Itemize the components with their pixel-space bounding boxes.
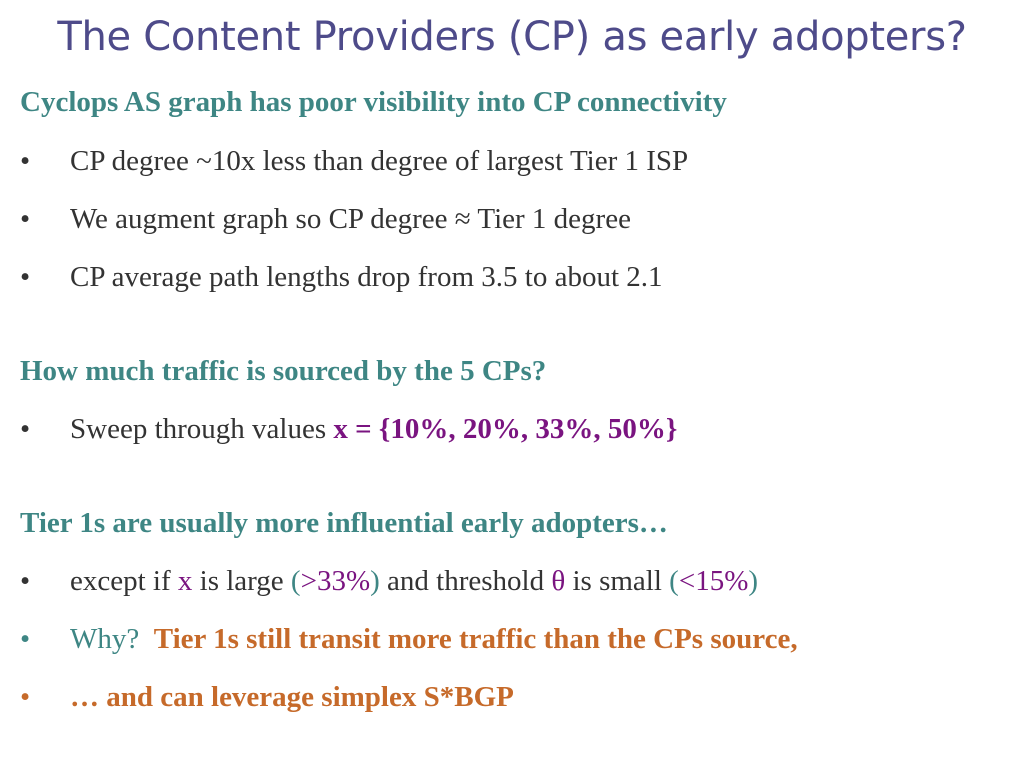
sweep-values: x = {10%, 20%, 33%, 50%} bbox=[333, 413, 678, 445]
why-label: Why? bbox=[70, 623, 154, 655]
bullet-text: CP average path lengths drop from 3.5 to… bbox=[70, 261, 663, 293]
sweep-label: Sweep through values bbox=[70, 413, 334, 445]
theta-threshold-value: <15% bbox=[678, 565, 749, 597]
bullet-marker: • bbox=[20, 145, 31, 177]
bullet-marker: • bbox=[20, 565, 31, 597]
text-segment: is small bbox=[565, 565, 670, 597]
x-threshold-value: >33% bbox=[300, 565, 371, 597]
text-segment: and threshold bbox=[379, 565, 552, 597]
bullet-text: CP degree ~10x less than degree of large… bbox=[70, 145, 689, 177]
bullet-marker: • bbox=[20, 681, 31, 713]
bullet-text: We augment graph so CP degree ≈ Tier 1 d… bbox=[70, 203, 631, 235]
bullet-item: • We augment graph so CP degree ≈ Tier 1 … bbox=[20, 203, 631, 236]
bullet-text: except if x is large (>33%) and threshol… bbox=[70, 565, 758, 597]
why-reason: Tier 1s still transit more traffic than … bbox=[153, 623, 798, 655]
x-variable: x bbox=[177, 565, 193, 597]
paren: ) bbox=[748, 565, 759, 597]
theta-symbol: θ bbox=[551, 565, 566, 597]
bullet-item: • Why? Tier 1s still transit more traffic… bbox=[20, 623, 798, 656]
section-heading-traffic: How much traffic is sourced by the 5 CPs… bbox=[20, 355, 547, 387]
bullet-item: • except if x is large (>33%) and thresho… bbox=[20, 565, 758, 598]
text-segment: except if bbox=[70, 565, 178, 597]
bullet-marker: • bbox=[20, 203, 31, 235]
bullet-marker: • bbox=[20, 623, 31, 655]
paren: ( bbox=[669, 565, 679, 597]
bullet-text: Why? Tier 1s still transit more traffic … bbox=[70, 623, 798, 655]
bullet-text: … and can leverage simplex S*BGP bbox=[70, 681, 514, 713]
bullet-marker: • bbox=[20, 261, 31, 293]
slide-title: The Content Providers (CP) as early adop… bbox=[57, 14, 967, 60]
bullet-item: • CP average path lengths drop from 3.5 t… bbox=[20, 261, 663, 294]
bullet-marker: • bbox=[20, 413, 31, 445]
bullet-item: • Sweep through values x = {10%, 20%, 33%… bbox=[20, 413, 677, 446]
section-heading-visibility: Cyclops AS graph has poor visibility int… bbox=[20, 86, 727, 118]
text-segment: is large bbox=[192, 565, 291, 597]
bullet-item: • CP degree ~10x less than degree of larg… bbox=[20, 145, 688, 178]
bullet-text: Sweep through values x = {10%, 20%, 33%,… bbox=[70, 413, 677, 445]
bullet-item: • … and can leverage simplex S*BGP bbox=[20, 681, 514, 714]
section-heading-tier1: Tier 1s are usually more influential ear… bbox=[20, 507, 668, 539]
paren: ) bbox=[370, 565, 380, 597]
paren: ( bbox=[290, 565, 301, 597]
